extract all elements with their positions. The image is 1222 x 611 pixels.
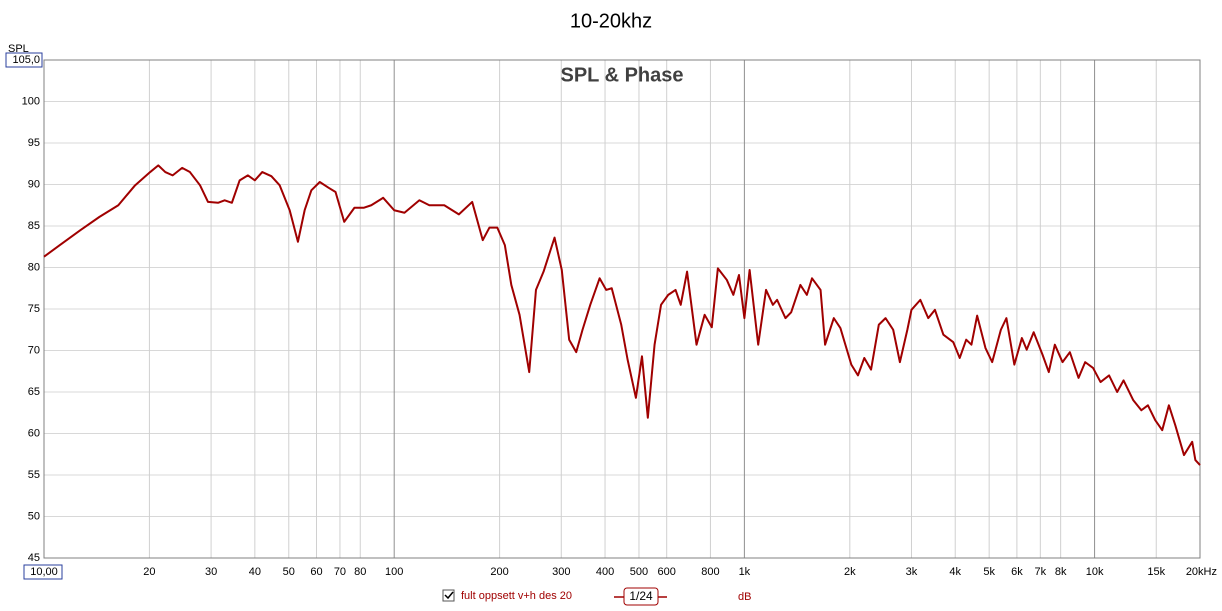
x-tick-label: 800 bbox=[701, 566, 719, 578]
x-tick-label: 8k bbox=[1055, 566, 1067, 578]
tick-box bbox=[5, 52, 43, 68]
y-tick-label: 45 bbox=[28, 552, 40, 564]
x-tick-label: 400 bbox=[596, 566, 614, 578]
y-axis-label: SPL bbox=[8, 43, 29, 55]
x-tick-label: 500 bbox=[630, 566, 648, 578]
y-tick-label: 60 bbox=[28, 427, 40, 439]
smoothing-label: 1/24 bbox=[629, 589, 653, 603]
y-tick-label: 55 bbox=[28, 469, 40, 481]
x-tick-label: 10,00 bbox=[30, 566, 58, 578]
legend-entry[interactable]: fult oppsett v+h des 20 bbox=[461, 590, 572, 602]
chart-subtitle: SPL & Phase bbox=[560, 64, 683, 86]
y-tick-label: 90 bbox=[28, 178, 40, 190]
x-tick-label: 60 bbox=[310, 566, 322, 578]
series-line bbox=[43, 164, 1201, 466]
x-tick-label: 6k bbox=[1011, 566, 1023, 578]
tick-box bbox=[23, 564, 63, 580]
y-tick-label: 70 bbox=[28, 344, 40, 356]
x-tick-label: 10k bbox=[1086, 566, 1104, 578]
x-tick-label: 4k bbox=[949, 566, 961, 578]
y-tick-label: 105,0 bbox=[12, 54, 40, 66]
y-tick-label: 95 bbox=[28, 137, 40, 149]
x-tick-label: 5k bbox=[983, 566, 995, 578]
plot-border bbox=[43, 59, 1201, 559]
x-tick-label: 50 bbox=[283, 566, 295, 578]
legend-unit: dB bbox=[738, 591, 751, 603]
y-tick-label: 75 bbox=[28, 303, 40, 315]
x-tick-label: 100 bbox=[385, 566, 403, 578]
x-tick-label: 200 bbox=[490, 566, 508, 578]
x-tick-label: 600 bbox=[658, 566, 676, 578]
chart-title: 10-20khz bbox=[570, 10, 652, 32]
x-tick-label: 80 bbox=[354, 566, 366, 578]
x-tick-label: 70 bbox=[334, 566, 346, 578]
x-tick-label: 2k bbox=[844, 566, 856, 578]
y-tick-label: 85 bbox=[28, 220, 40, 232]
y-tick-label: 65 bbox=[28, 386, 40, 398]
y-tick-label: 100 bbox=[22, 95, 40, 107]
x-tick-label: 30 bbox=[205, 566, 217, 578]
x-tick-label: 1k bbox=[739, 566, 751, 578]
plot-area bbox=[43, 59, 1201, 559]
y-tick-label: 50 bbox=[28, 510, 40, 522]
x-tick-label: 300 bbox=[552, 566, 570, 578]
y-tick-label: 80 bbox=[28, 261, 40, 273]
check-mark bbox=[444, 591, 454, 600]
x-tick-label: 3k bbox=[906, 566, 918, 578]
x-tick-label: 15k bbox=[1147, 566, 1165, 578]
x-tick-label: 7k bbox=[1035, 566, 1047, 578]
legend-checkbox[interactable] bbox=[442, 589, 455, 602]
x-tick-label: 20 bbox=[143, 566, 155, 578]
x-tick-label: 20kHz bbox=[1186, 566, 1217, 578]
smoothing-box[interactable] bbox=[623, 587, 659, 606]
x-tick-label: 40 bbox=[249, 566, 261, 578]
